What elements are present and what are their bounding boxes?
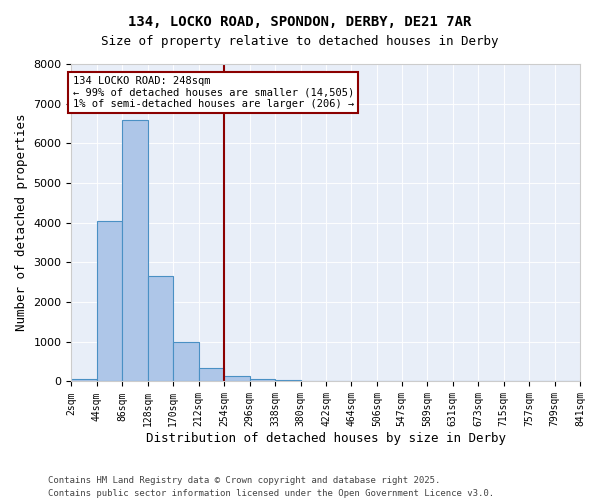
Bar [275,380,301,382]
Text: 134 LOCKO ROAD: 248sqm
← 99% of detached houses are smaller (14,505)
1% of semi-: 134 LOCKO ROAD: 248sqm ← 99% of detached… [73,76,354,109]
Bar [173,342,199,382]
Text: Size of property relative to detached houses in Derby: Size of property relative to detached ho… [101,35,499,48]
Bar [122,120,148,382]
Text: Contains public sector information licensed under the Open Government Licence v3: Contains public sector information licen… [48,488,494,498]
Bar [199,368,224,382]
Bar [148,276,173,382]
Bar [97,221,122,382]
Text: 134, LOCKO ROAD, SPONDON, DERBY, DE21 7AR: 134, LOCKO ROAD, SPONDON, DERBY, DE21 7A… [128,15,472,29]
Bar [250,379,275,382]
Bar [71,379,97,382]
Y-axis label: Number of detached properties: Number of detached properties [15,114,28,332]
Bar [224,376,250,382]
Text: Contains HM Land Registry data © Crown copyright and database right 2025.: Contains HM Land Registry data © Crown c… [48,476,440,485]
X-axis label: Distribution of detached houses by size in Derby: Distribution of detached houses by size … [146,432,506,445]
